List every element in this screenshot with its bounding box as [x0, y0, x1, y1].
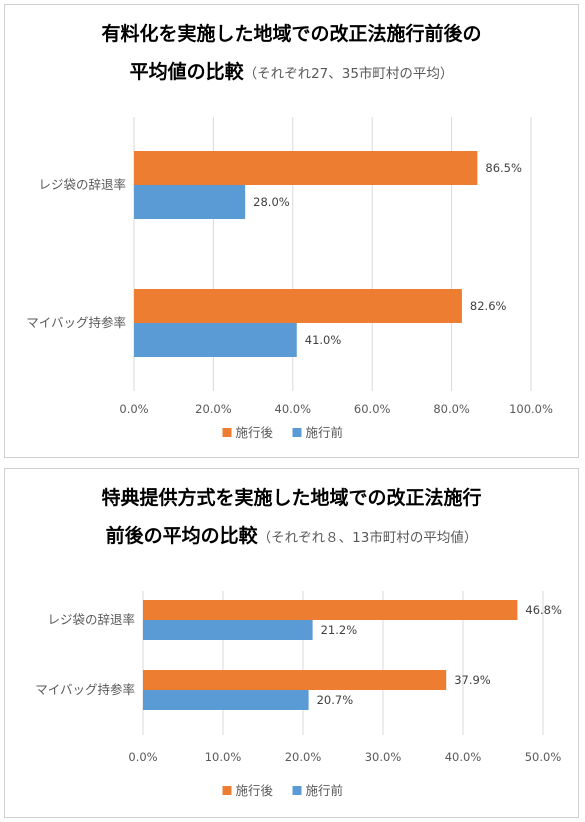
chart-title-main-2: 前後の平均の比較 — [105, 525, 258, 547]
x-tick-label: 20.0% — [195, 402, 232, 416]
x-tick-label: 60.0% — [354, 402, 391, 416]
chart-subtitle: （それぞれ８、13市町村の平均値） — [257, 530, 478, 546]
x-tick-label: 20.0% — [285, 750, 322, 764]
bar — [134, 323, 297, 357]
x-tick-label: 10.0% — [205, 750, 242, 764]
x-tick-label: 100.0% — [509, 402, 553, 416]
bar — [134, 151, 478, 185]
bar-chart-paid-bags: 0.0% 20.0% 40.0% 60.0% 80.0% 100.0% レジ袋の辞退率 86.… — [26, 117, 553, 440]
chart-title-line2: 前後の平均の比較（それぞれ８、13市町村の平均値） — [5, 525, 578, 548]
legend-entry: 施行後 — [236, 425, 274, 440]
bar-chart-incentive: 0.0% 10.0% 20.0% 30.0% 40.0% 50.0% レジ袋の辞退率 46.8… — [35, 591, 562, 798]
bar — [134, 289, 462, 323]
chart-title-main-1: 特典提供方式を実施した地域での改正法施行 — [101, 487, 482, 509]
data-label: 37.9% — [454, 673, 491, 687]
bar — [143, 690, 309, 710]
data-label: 86.5% — [485, 161, 522, 175]
data-label: 41.0% — [305, 333, 342, 347]
bar — [143, 670, 447, 690]
category-label: マイバッグ持参率 — [26, 315, 126, 330]
data-label: 20.7% — [317, 693, 354, 707]
legend-entry: 施行前 — [306, 425, 344, 440]
data-label: 21.2% — [321, 623, 358, 637]
chart-subtitle: （それぞれ27、35市町村の平均） — [243, 66, 454, 82]
bar — [134, 185, 246, 219]
chart-title-line1: 有料化を実施した地域での改正法施行前後の — [5, 23, 578, 46]
chart-panel-incentive: 特典提供方式を実施した地域での改正法施行 前後の平均の比較（それぞれ８、13市町… — [4, 468, 579, 818]
x-tick-label: 80.0% — [433, 402, 470, 416]
data-label: 82.6% — [470, 299, 507, 313]
bar — [143, 620, 313, 640]
data-label: 46.8% — [525, 603, 562, 617]
category-label: マイバッグ持参率 — [35, 682, 135, 697]
chart-title-main-2: 平均値の比較 — [129, 61, 244, 83]
bar — [143, 600, 518, 620]
data-label: 28.0% — [253, 195, 290, 209]
chart-title-main-1: 有料化を実施した地域での改正法施行前後の — [101, 23, 482, 45]
legend-swatch — [222, 786, 232, 795]
legend-entry: 施行前 — [306, 783, 344, 798]
chart-title-line2: 平均値の比較（それぞれ27、35市町村の平均） — [5, 61, 578, 84]
x-tick-label: 40.0% — [275, 402, 312, 416]
category-label: レジ袋の辞退率 — [47, 612, 135, 627]
legend-swatch — [292, 428, 302, 437]
legend-entry: 施行後 — [236, 783, 274, 798]
category-label: レジ袋の辞退率 — [38, 177, 126, 192]
x-tick-label: 0.0% — [119, 402, 148, 416]
chart-title-line1: 特典提供方式を実施した地域での改正法施行 — [5, 487, 578, 510]
legend-swatch — [222, 428, 232, 437]
x-tick-label: 30.0% — [365, 750, 402, 764]
x-tick-label: 0.0% — [128, 750, 157, 764]
x-tick-label: 40.0% — [445, 750, 482, 764]
x-tick-label: 50.0% — [525, 750, 562, 764]
chart-panel-paid-bags: 有料化を実施した地域での改正法施行前後の 平均値の比較（それぞれ27、35市町村… — [4, 4, 579, 458]
legend-swatch — [292, 786, 302, 795]
